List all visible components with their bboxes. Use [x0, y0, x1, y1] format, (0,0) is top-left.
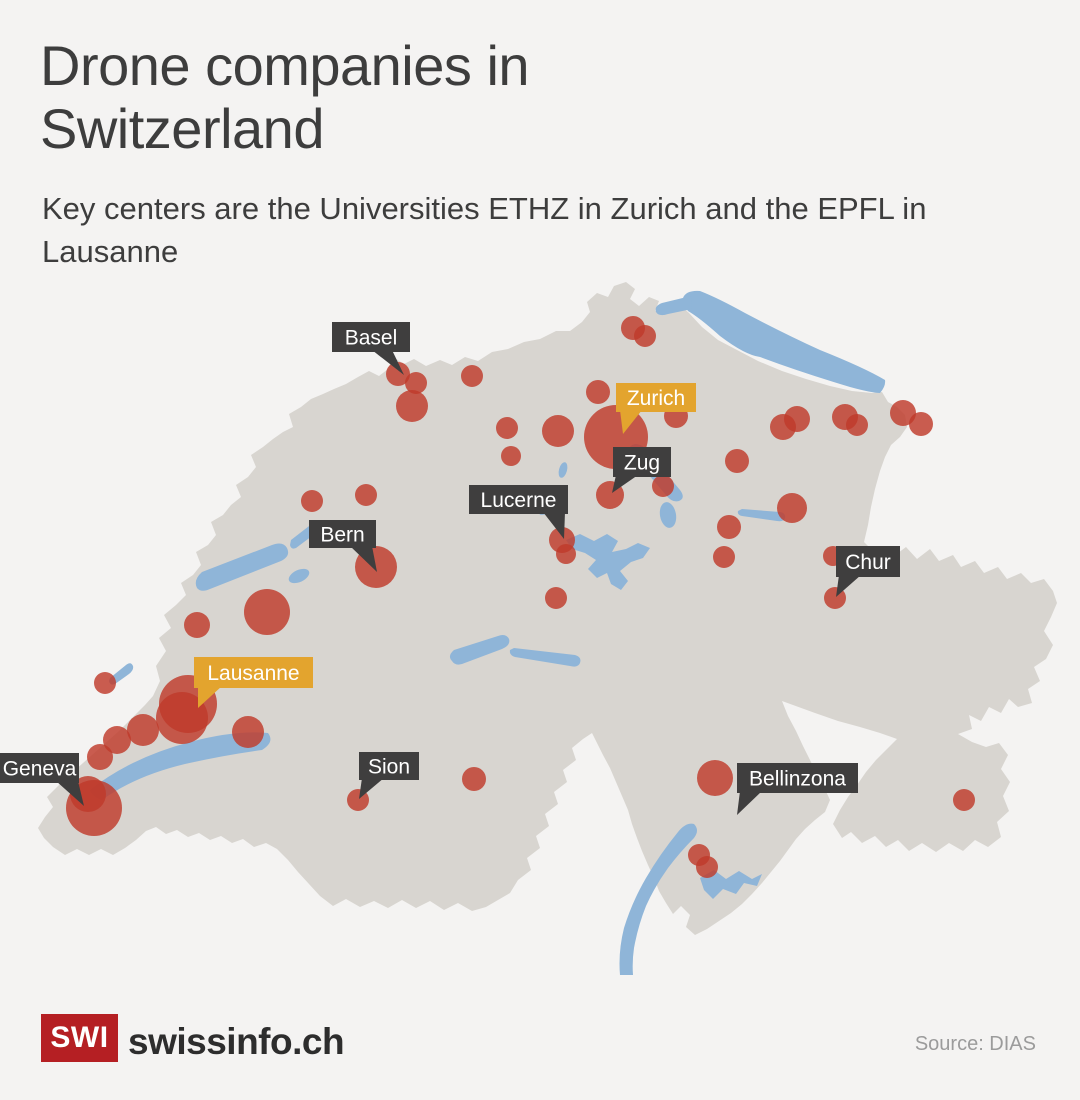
company-bubble — [545, 587, 567, 609]
company-bubble — [725, 449, 749, 473]
label-box — [332, 322, 410, 352]
label-text: Geneva — [3, 758, 77, 781]
lake-constance — [683, 290, 886, 393]
company-bubble — [652, 475, 674, 497]
label-text: Zug — [624, 452, 660, 475]
company-bubble — [94, 672, 116, 694]
label-pointer — [359, 778, 384, 799]
label-box — [469, 485, 568, 514]
label-pointer — [543, 512, 565, 539]
company-bubble — [556, 544, 576, 564]
label-box — [613, 447, 671, 477]
label-text: Lucerne — [481, 489, 557, 512]
company-bubble — [777, 493, 807, 523]
source-credit: Source: DIAS — [914, 1033, 1036, 1055]
lake-thun — [449, 635, 510, 665]
label-pointer — [56, 781, 84, 806]
label-box — [359, 752, 419, 780]
label-box — [194, 657, 313, 688]
label-box — [309, 520, 376, 548]
label-text: Sion — [368, 756, 410, 779]
company-bubble — [846, 414, 868, 436]
label-text: Chur — [845, 551, 891, 574]
company-bubble — [890, 400, 916, 426]
city-labels: Basel Zurich Zug Lucerne Bern Chur Lausanne Gen… — [0, 322, 900, 815]
label-box — [616, 383, 696, 412]
city-label-basel: Basel — [332, 322, 410, 375]
city-label-zug: Zug — [612, 447, 671, 493]
swi-logo-text: SWI — [50, 1021, 109, 1054]
company-bubble — [462, 767, 486, 791]
company-bubble — [232, 716, 264, 748]
swi-logo: SWI — [41, 1014, 118, 1062]
city-label-bern: Bern — [309, 520, 377, 572]
label-box — [737, 763, 858, 793]
label-box — [0, 753, 79, 783]
lake-zug — [659, 502, 677, 528]
company-bubble — [501, 446, 521, 466]
page-subtitle: Key centers are the Universities ETHZ in… — [42, 191, 927, 269]
lake-murten — [288, 568, 310, 584]
company-bubble — [355, 484, 377, 506]
rhine-arm — [655, 296, 692, 316]
company-bubble — [717, 515, 741, 539]
lake-brienz — [509, 648, 581, 667]
company-bubble — [127, 714, 159, 746]
company-bubble — [784, 406, 810, 432]
label-pointer — [198, 686, 222, 708]
company-bubble — [713, 546, 735, 568]
company-bubble — [70, 776, 106, 812]
lake-hallwil — [558, 462, 568, 478]
company-bubble — [696, 856, 718, 878]
company-bubble — [542, 415, 574, 447]
city-label-bellinzona: Bellinzona — [737, 763, 858, 815]
company-bubble — [103, 726, 131, 754]
company-bubble — [634, 325, 656, 347]
lake-walen — [737, 509, 786, 522]
label-pointer — [350, 546, 377, 572]
company-bubble — [184, 612, 210, 638]
label-pointer — [372, 350, 404, 375]
lake-neuchatel — [195, 543, 289, 591]
company-bubble — [156, 692, 208, 744]
city-label-zurich: Zurich — [616, 383, 696, 434]
label-text: Zurich — [627, 387, 685, 410]
company-bubble — [953, 789, 975, 811]
lake-geneva — [90, 732, 271, 800]
company-bubble — [386, 362, 410, 386]
company-bubble — [396, 390, 428, 422]
city-label-geneva: Geneva — [0, 753, 84, 806]
label-pointer — [620, 410, 642, 434]
lake-lucerne — [566, 534, 650, 590]
city-label-lausanne: Lausanne — [194, 657, 313, 708]
label-pointer — [836, 575, 861, 597]
brand-name: swissinfo.ch — [128, 1021, 345, 1062]
label-text: Bellinzona — [749, 768, 846, 791]
page-title: Drone companies in Switzerland — [40, 34, 530, 161]
city-label-sion: Sion — [359, 752, 419, 799]
lake-lugano — [700, 870, 762, 899]
lake-maggiore — [619, 823, 697, 975]
company-bubble — [496, 417, 518, 439]
company-bubble — [461, 365, 483, 387]
company-bubble — [909, 412, 933, 436]
company-bubble — [405, 372, 427, 394]
switzerland-outline — [38, 282, 1057, 935]
label-pointer — [612, 475, 638, 493]
company-bubble — [87, 744, 113, 770]
company-bubble — [244, 589, 290, 635]
city-label-chur: Chur — [836, 546, 900, 597]
company-bubble — [586, 380, 610, 404]
company-bubble — [301, 490, 323, 512]
label-text: Basel — [345, 327, 398, 350]
city-label-lucerne: Lucerne — [469, 485, 568, 539]
company-bubble — [697, 760, 733, 796]
label-pointer — [737, 791, 762, 815]
label-text: Bern — [320, 524, 364, 547]
label-text: Lausanne — [207, 662, 299, 685]
label-box — [836, 546, 900, 577]
